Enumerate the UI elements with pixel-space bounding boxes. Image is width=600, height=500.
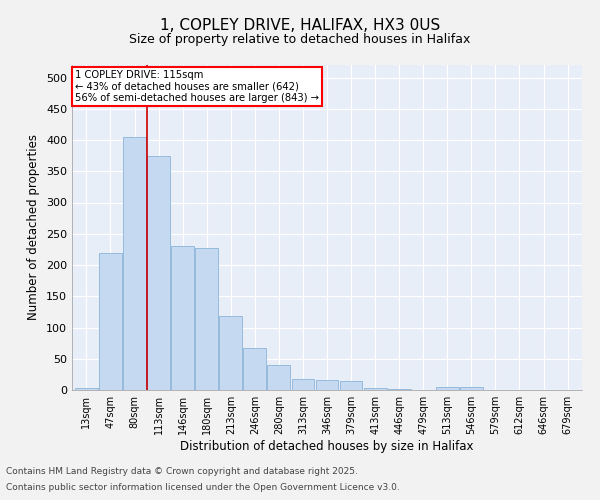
Bar [123,137,146,390]
Bar [244,348,266,390]
Bar [220,316,242,390]
X-axis label: Distribution of detached houses by size in Halifax: Distribution of detached houses by size … [180,440,474,453]
Bar [195,248,218,390]
Bar [99,252,122,390]
Bar [292,379,314,390]
Text: Size of property relative to detached houses in Halifax: Size of property relative to detached ho… [130,32,470,46]
Text: Contains HM Land Registry data © Crown copyright and database right 2025.: Contains HM Land Registry data © Crown c… [6,467,358,476]
Bar [460,387,483,390]
Text: Contains public sector information licensed under the Open Government Licence v3: Contains public sector information licen… [6,484,400,492]
Bar [340,381,362,390]
Bar [147,156,170,390]
Bar [364,388,386,390]
Bar [268,365,290,390]
Bar [171,246,194,390]
Bar [316,380,338,390]
Bar [436,387,459,390]
Text: 1 COPLEY DRIVE: 115sqm
← 43% of detached houses are smaller (642)
56% of semi-de: 1 COPLEY DRIVE: 115sqm ← 43% of detached… [74,70,319,103]
Bar [75,388,98,390]
Y-axis label: Number of detached properties: Number of detached properties [28,134,40,320]
Text: 1, COPLEY DRIVE, HALIFAX, HX3 0US: 1, COPLEY DRIVE, HALIFAX, HX3 0US [160,18,440,32]
